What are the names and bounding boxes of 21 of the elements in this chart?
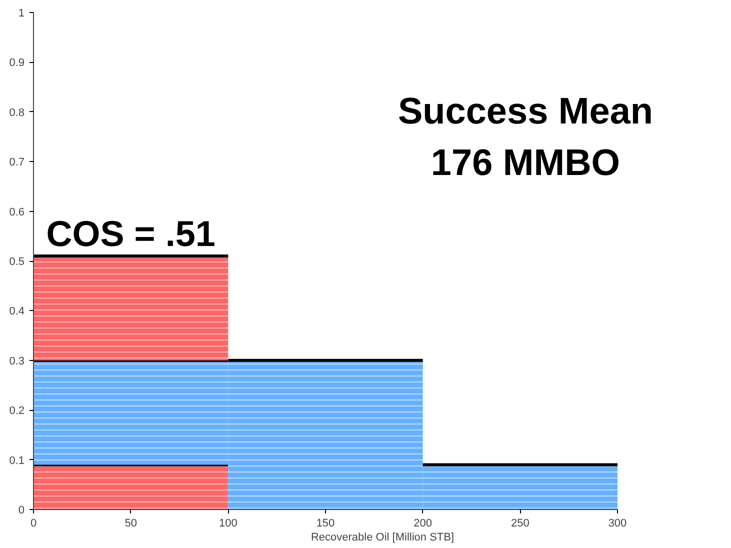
y-tick-label: 0.6 — [9, 206, 25, 218]
x-tick-label: 250 — [510, 518, 530, 530]
x-tick-label: 150 — [316, 518, 335, 530]
y-tick-label: 0.7 — [9, 156, 25, 169]
y-tick-label: 0.3 — [9, 355, 25, 368]
y-tick-label: 0.4 — [9, 306, 25, 318]
annotation: Success Mean 176 MMBO — [398, 90, 654, 183]
y-tick-label: 0.1 — [9, 454, 25, 467]
y-tick-label: 1 — [18, 8, 25, 20]
annotation: COS = .51 — [46, 213, 216, 254]
y-tick-label: 0.8 — [9, 106, 25, 119]
y-tick-label: 0.9 — [9, 57, 25, 70]
x-tick-label: 0 — [30, 518, 37, 530]
x-tick-label: 300 — [608, 518, 627, 530]
x-tick-label: 50 — [124, 518, 137, 530]
x-tick-label: 100 — [218, 518, 238, 530]
y-tick-label: 0 — [18, 504, 25, 516]
y-tick-label: 0.2 — [9, 405, 25, 418]
x-tick-label: 200 — [414, 518, 432, 530]
x-axis-title: Recoverable Oil [Million STB] — [310, 532, 454, 544]
y-tick-label: 0.5 — [9, 256, 25, 268]
